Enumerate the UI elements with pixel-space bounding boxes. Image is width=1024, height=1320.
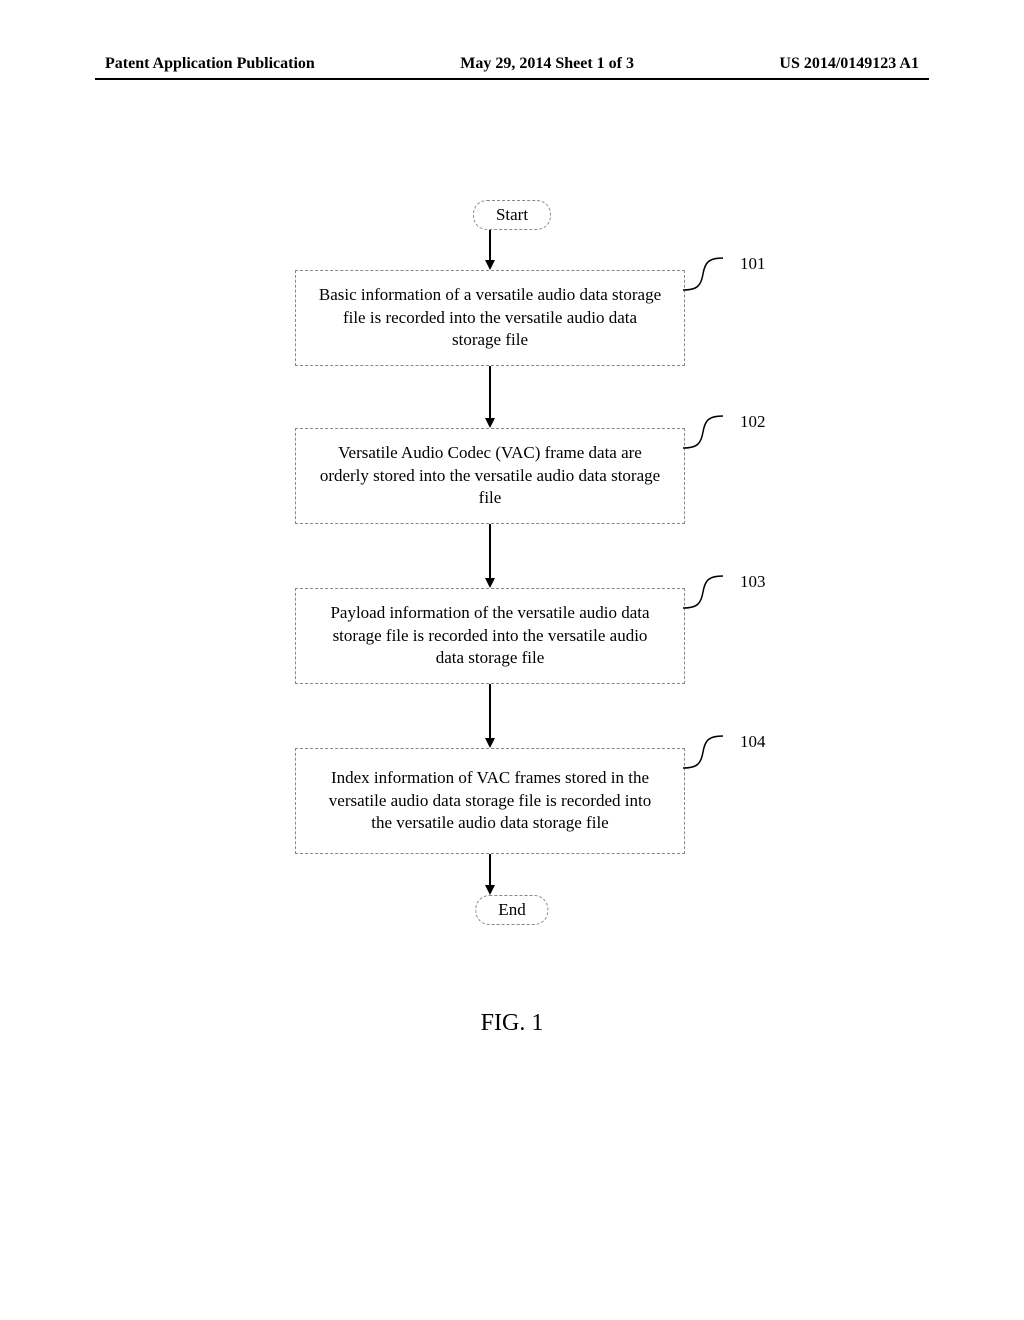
arrow-head-0 — [485, 260, 495, 270]
callout-103 — [683, 574, 725, 612]
page-header: Patent Application Publication May 29, 2… — [0, 55, 1024, 73]
process-102-text: Versatile Audio Codec (VAC) frame data a… — [318, 442, 662, 511]
arrow-line-4 — [489, 854, 491, 885]
figure-caption: FIG. 1 — [481, 1010, 544, 1037]
process-101-text: Basic information of a versatile audio d… — [318, 284, 662, 353]
header-left: Patent Application Publication — [105, 55, 315, 73]
arrow-head-3 — [485, 738, 495, 748]
callout-104 — [683, 734, 725, 772]
arrow-head-1 — [485, 418, 495, 428]
arrow-head-2 — [485, 578, 495, 588]
header-right: US 2014/0149123 A1 — [779, 55, 919, 73]
terminator-end: End — [475, 895, 548, 925]
arrow-line-2 — [489, 524, 491, 578]
process-103: Payload information of the versatile aud… — [295, 588, 685, 684]
arrow-head-4 — [485, 885, 495, 895]
process-102: Versatile Audio Codec (VAC) frame data a… — [295, 428, 685, 524]
ref-103: 103 — [740, 572, 766, 592]
arrow-line-3 — [489, 684, 491, 738]
process-103-text: Payload information of the versatile aud… — [318, 602, 662, 671]
terminator-start-label: Start — [496, 205, 528, 224]
header-rule — [95, 78, 929, 80]
process-104-text: Index information of VAC frames stored i… — [318, 767, 662, 836]
ref-101: 101 — [740, 254, 766, 274]
ref-104: 104 — [740, 732, 766, 752]
callout-101 — [683, 256, 725, 294]
process-104: Index information of VAC frames stored i… — [295, 748, 685, 854]
ref-102: 102 — [740, 412, 766, 432]
header-center: May 29, 2014 Sheet 1 of 3 — [460, 55, 634, 73]
terminator-end-label: End — [498, 900, 525, 919]
arrow-line-0 — [489, 230, 491, 260]
process-101: Basic information of a versatile audio d… — [295, 270, 685, 366]
arrow-line-1 — [489, 366, 491, 418]
terminator-start: Start — [473, 200, 551, 230]
callout-102 — [683, 414, 725, 452]
